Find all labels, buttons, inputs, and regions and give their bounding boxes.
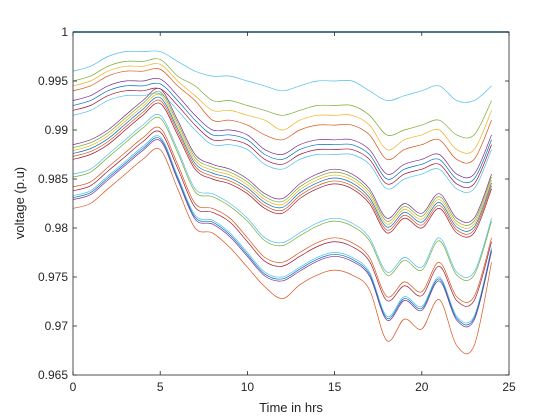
series-line-22: [72, 148, 492, 355]
series-line-1: [72, 50, 492, 103]
y-tick-label: 0.995: [38, 74, 68, 88]
y-tick-label: 0.98: [45, 221, 69, 235]
y-tick-label: 0.975: [38, 270, 68, 284]
y-tick-label: 0.99: [45, 123, 69, 137]
x-tick-label: 5: [157, 380, 164, 394]
series-line-3: [72, 63, 492, 154]
series-line-15: [72, 114, 492, 278]
series-line-19: [72, 135, 492, 324]
series-line-6: [72, 82, 492, 184]
series-line-8: [72, 92, 492, 193]
series-line-16: [72, 116, 492, 281]
axes-layer: [72, 31, 510, 376]
y-tick-label: 1: [61, 25, 68, 39]
y-axis-label: voltage (p.u): [12, 167, 27, 239]
series-line-14: [72, 102, 492, 238]
x-tick-label: 15: [328, 380, 342, 394]
x-tick-label: 0: [70, 380, 77, 394]
series-line-7: [72, 87, 492, 188]
series-line-17: [72, 126, 492, 303]
plot-box: [72, 31, 510, 376]
series-line-20: [72, 137, 492, 326]
series-line-11: [72, 93, 492, 229]
x-tick-label: 10: [241, 380, 255, 394]
y-tick-label: 0.965: [38, 368, 68, 382]
x-tick-label: 20: [415, 380, 429, 394]
series-line-21: [72, 139, 492, 328]
series-line-9: [72, 87, 492, 223]
series-line-13: [72, 99, 492, 235]
series-line-18: [72, 130, 492, 307]
series-line-10: [72, 90, 492, 226]
series-line-5: [72, 77, 492, 179]
x-tick-label: 25: [502, 380, 516, 394]
y-tick-label: 0.985: [38, 172, 68, 186]
x-axis-label: Time in hrs: [259, 400, 323, 415]
series-line-12: [72, 96, 492, 232]
y-tick-label: 0.97: [45, 319, 69, 333]
series-line-2: [72, 58, 492, 139]
series-line-4: [72, 68, 492, 164]
ticks-layer: 0 5 10 15 20 25 0.965 0.97 0.975 0.98 0.985 0.99 0.9…: [38, 25, 516, 394]
